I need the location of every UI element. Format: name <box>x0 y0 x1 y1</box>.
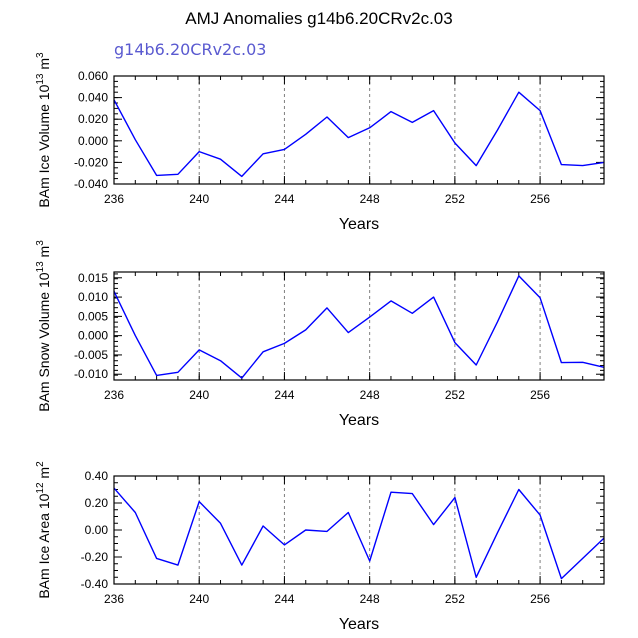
x-tick-label: 252 <box>445 388 465 402</box>
y-tick-label: 0.000 <box>78 329 108 343</box>
data-series-line <box>113 275 605 379</box>
y-tick-label: 0.015 <box>78 271 108 285</box>
y-tick-label: 0.040 <box>78 91 108 105</box>
figure-title: AMJ Anomalies g14b6.20CRv2c.03 <box>185 9 452 28</box>
plot-frame <box>113 475 605 585</box>
x-tick-label: 236 <box>104 592 124 606</box>
y-tick-label: 0.000 <box>78 134 108 148</box>
y-tick-label: 0.060 <box>78 69 108 83</box>
x-tick-label: 240 <box>189 192 209 206</box>
x-tick-label: 252 <box>445 192 465 206</box>
x-tick-label: 248 <box>360 592 380 606</box>
y-tick-label: 0.005 <box>78 309 108 323</box>
x-tick-label: 240 <box>189 388 209 402</box>
y-axis-label: BAm Ice Area 1012 m2 <box>35 461 52 599</box>
chart-panel-1: 236 240 244 248 252 256 0.060 0.040 0.020 0.000 -0… <box>35 52 605 233</box>
plot-frame <box>113 75 605 185</box>
y-axis-label: BAm Snow Volume 1013 m3 <box>35 240 52 412</box>
y-tick-label: -0.040 <box>74 177 108 191</box>
x-tick-label: 252 <box>445 592 465 606</box>
x-tick-label: 240 <box>189 592 209 606</box>
data-series-line <box>113 91 605 178</box>
chart-panel-2: 236 240 244 248 252 256 0.015 0.010 0.005 0.000 -0… <box>35 240 605 429</box>
x-axis-label: Years <box>339 412 379 429</box>
x-tick-label: 244 <box>274 192 294 206</box>
x-tick-label: 256 <box>530 592 550 606</box>
y-tick-label: -0.40 <box>81 577 109 591</box>
y-tick-label: 0.020 <box>78 112 108 126</box>
y-tick-label: 0.20 <box>85 496 109 510</box>
data-series-line <box>113 487 605 580</box>
x-tick-label: 256 <box>530 192 550 206</box>
plot-frame <box>113 271 605 381</box>
x-tick-label: 248 <box>360 192 380 206</box>
x-tick-label: 236 <box>104 388 124 402</box>
x-tick-label: 236 <box>104 192 124 206</box>
x-tick-label: 256 <box>530 388 550 402</box>
x-axis-label: Years <box>339 616 379 633</box>
chart-panel-3: 236 240 244 248 252 256 0.40 0.20 0.00 -0.20 -0.40… <box>35 461 605 633</box>
x-tick-label: 244 <box>274 592 294 606</box>
y-tick-label: -0.010 <box>74 367 108 381</box>
y-tick-label: 0.40 <box>85 469 109 483</box>
x-tick-label: 244 <box>274 388 294 402</box>
x-tick-label: 248 <box>360 388 380 402</box>
y-tick-label: 0.010 <box>78 290 108 304</box>
y-tick-label: -0.020 <box>74 155 108 169</box>
y-tick-label: 0.00 <box>85 523 109 537</box>
run-subtitle: g14b6.20CRv2c.03 <box>114 40 266 59</box>
y-axis-label: BAm Ice Volume 1013 m3 <box>35 52 52 208</box>
y-tick-label: -0.20 <box>81 550 109 564</box>
y-tick-label: -0.005 <box>74 348 108 362</box>
x-axis-label: Years <box>339 216 379 233</box>
